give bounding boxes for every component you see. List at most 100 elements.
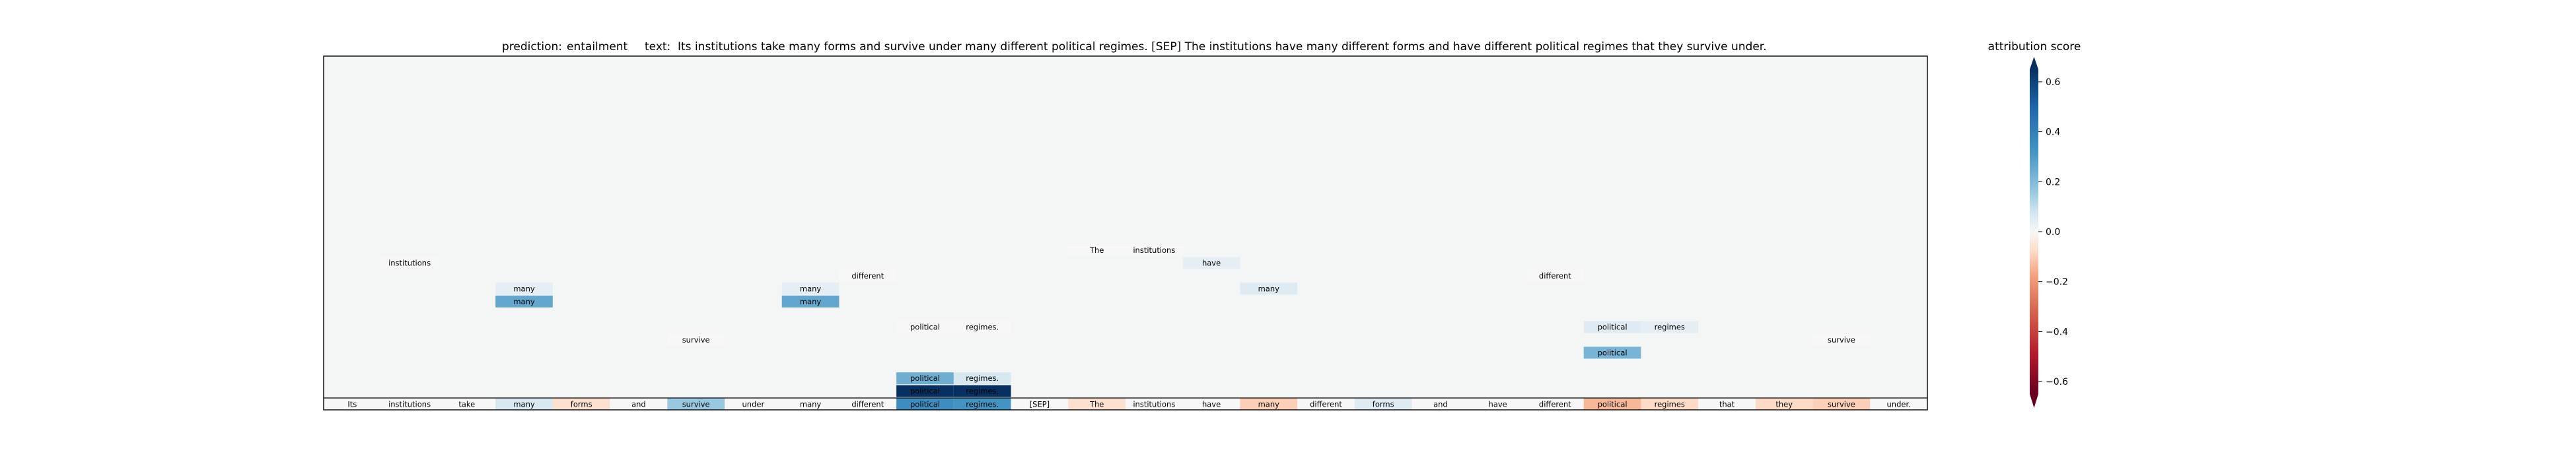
token-label: The xyxy=(1089,400,1104,409)
attention-cell xyxy=(839,270,897,282)
token-cell xyxy=(1870,398,1927,410)
attention-cell-label: many xyxy=(800,284,822,293)
token-label: take xyxy=(458,400,475,409)
token-label: political xyxy=(1598,400,1628,409)
token-label: have xyxy=(1489,400,1507,409)
token-cell xyxy=(1068,398,1126,410)
token-cell xyxy=(953,398,1011,410)
token-label: and xyxy=(1433,400,1448,409)
attention-cell xyxy=(896,372,954,385)
token-cell xyxy=(1812,398,1871,410)
token-cell xyxy=(1641,398,1699,410)
attention-cell-label: institutions xyxy=(1133,246,1175,255)
token-cell xyxy=(495,398,553,410)
attention-cells: political regimes. political regimes. politi… xyxy=(380,244,1871,397)
attention-cell xyxy=(1240,282,1298,295)
colorbar-max-extension xyxy=(2030,57,2038,69)
colorbar-ticks: 0.6 0.4 0.2 0.0 −0.2 −0.4 −0.6 xyxy=(2038,77,2068,387)
colorbar-tick-label: −0.4 xyxy=(2046,327,2068,337)
token-cell xyxy=(839,398,897,410)
token-cell xyxy=(1469,398,1526,410)
attention-cell-label: regimes. xyxy=(966,387,999,396)
attention-cell-label: regimes. xyxy=(966,374,999,383)
attention-cell-label: many xyxy=(513,284,535,293)
heatmap-plot: political regimes. political regimes. politi… xyxy=(323,55,1928,411)
token-label: many xyxy=(1258,400,1280,409)
token-cell xyxy=(1240,398,1298,410)
token-cell xyxy=(1526,398,1584,410)
attention-cell xyxy=(1182,257,1240,269)
attention-cell xyxy=(896,321,954,333)
attention-cell xyxy=(495,295,553,308)
header-text-value: Its institutions take many forms and sur… xyxy=(678,40,1767,53)
attention-cell-label: institutions xyxy=(388,259,431,268)
token-label: regimes. xyxy=(966,400,999,409)
token-cell xyxy=(438,398,496,410)
token-label: they xyxy=(1775,400,1793,409)
token-cell xyxy=(380,398,439,410)
token-cell xyxy=(1182,398,1240,410)
attention-cell xyxy=(953,385,1011,397)
plot-frame xyxy=(323,55,1928,411)
attention-cell xyxy=(1583,321,1641,333)
token-row: Its institutions take many forms and survive un… xyxy=(324,398,1927,410)
attention-cell-label: have xyxy=(1202,259,1221,268)
attention-cell-label: political xyxy=(1598,348,1628,357)
token-cell xyxy=(1126,398,1183,410)
token-label: [SEP] xyxy=(1030,400,1050,409)
token-label: many xyxy=(800,400,822,409)
token-label: under xyxy=(742,400,765,409)
attention-cell xyxy=(953,372,1011,385)
attention-cell xyxy=(1812,334,1871,346)
token-cell xyxy=(324,398,381,410)
token-cell xyxy=(1011,398,1069,410)
colorbar-tick-label: −0.6 xyxy=(2046,377,2068,387)
attention-cell-label: political xyxy=(910,387,940,396)
token-label: survive xyxy=(1828,400,1855,409)
attention-cell-label: different xyxy=(1539,271,1571,280)
token-cell xyxy=(1297,398,1355,410)
attention-cell xyxy=(1126,244,1183,257)
attention-cell-label: political xyxy=(910,374,940,383)
token-label: regimes xyxy=(1655,400,1685,409)
token-label: many xyxy=(513,400,535,409)
attention-cell-label: political xyxy=(910,323,940,332)
token-label: institutions xyxy=(388,400,431,409)
colorbar-tick-label: 0.4 xyxy=(2046,127,2060,138)
token-cell xyxy=(1412,398,1470,410)
token-cell xyxy=(896,398,954,410)
attention-cell xyxy=(953,321,1011,333)
token-cell xyxy=(1583,398,1641,410)
token-label: under. xyxy=(1887,400,1911,409)
token-cell xyxy=(610,398,668,410)
attention-cell xyxy=(896,385,954,397)
attention-cell xyxy=(667,334,725,346)
attention-cell xyxy=(781,282,840,295)
plot-background xyxy=(324,56,1927,410)
attention-cell-label: regimes xyxy=(1655,323,1685,332)
header-prediction-value: entailment xyxy=(567,40,628,53)
attention-cell-label: The xyxy=(1089,246,1104,255)
token-label: that xyxy=(1719,400,1735,409)
attention-cell-label: regimes. xyxy=(966,323,999,332)
token-cell xyxy=(1698,398,1756,410)
attention-cell xyxy=(380,257,439,269)
colorbar: attribution score 0.6 0.4 0.2 0.0 −0.2 −0.4 −0… xyxy=(1988,40,2081,408)
attention-cell xyxy=(1526,270,1584,282)
token-cell xyxy=(667,398,725,410)
token-label: survive xyxy=(682,400,710,409)
token-cell xyxy=(1354,398,1412,410)
token-cell xyxy=(725,398,782,410)
attention-cell xyxy=(781,295,840,308)
colorbar-tick-label: 0.2 xyxy=(2046,177,2060,187)
attention-cell xyxy=(1583,346,1641,359)
token-label: Its xyxy=(347,400,357,409)
attention-cell xyxy=(1641,321,1699,333)
attention-cell xyxy=(1068,244,1126,257)
token-label: different xyxy=(1539,400,1571,409)
attention-cell-label: political xyxy=(1598,323,1628,332)
token-label: institutions xyxy=(1133,400,1175,409)
token-label: forms xyxy=(571,400,592,409)
colorbar-title: attribution score xyxy=(1988,40,2081,53)
attention-cell-label: survive xyxy=(682,335,710,345)
